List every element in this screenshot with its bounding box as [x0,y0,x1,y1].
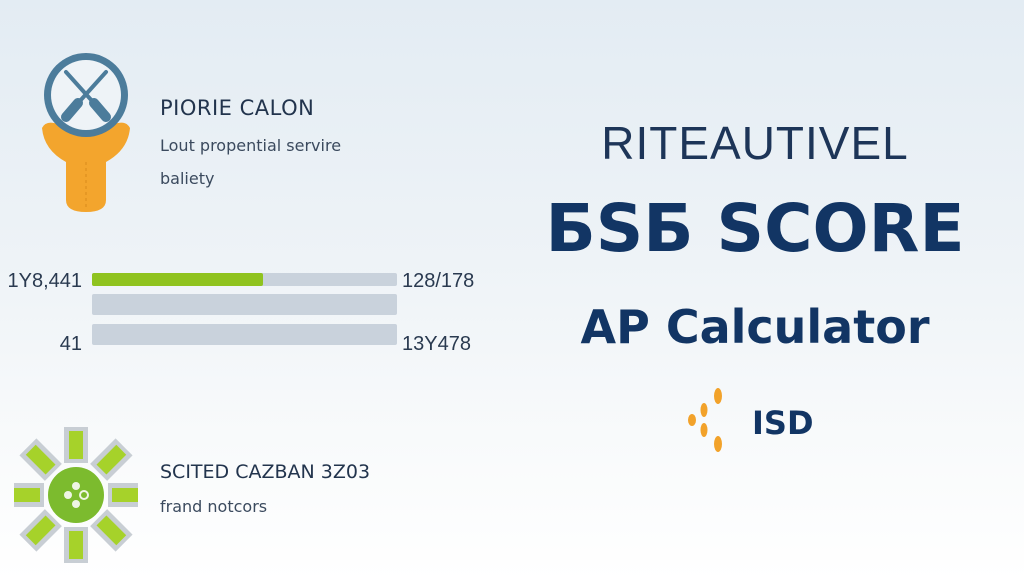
feature-description-line1: Lout propential servire [160,136,342,155]
progress-fill [92,273,263,286]
progress-bar [92,324,397,345]
feature-title: PIORIE CALON [160,96,315,120]
progress-bar [92,273,397,286]
feature-description-line2: baliety [160,169,215,188]
progress-right-label: 13Y478 [402,333,471,355]
progress-right-label: 128/178 [402,270,475,292]
orange-dots-logo-icon [688,388,722,452]
page-subtitle: AP Calculator [580,300,930,354]
feature-subtitle: frand notcors [160,497,268,516]
progress-left-label: 1Y8,441 [7,270,82,292]
brand-label: ISD [752,404,814,442]
green-gear-burst-icon [14,427,138,563]
progress-bar [92,294,397,315]
progress-left-label: 41 [59,333,82,355]
crossed-tools-badge-icon [42,53,130,212]
page-title: БSБ SCORE [545,190,965,267]
feature-title: SCITED CAZBAN 3Z03 [160,461,371,483]
overline-heading: RITEAUTIVEL [601,117,909,169]
